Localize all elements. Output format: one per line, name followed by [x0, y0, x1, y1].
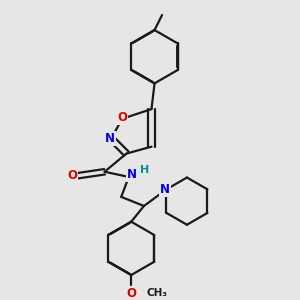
- Text: N: N: [127, 168, 137, 181]
- Text: O: O: [117, 111, 127, 124]
- Text: O: O: [126, 287, 136, 300]
- Text: N: N: [160, 183, 170, 196]
- Text: O: O: [68, 169, 77, 182]
- Text: N: N: [105, 132, 115, 145]
- Text: H: H: [140, 165, 149, 175]
- Text: CH₃: CH₃: [147, 288, 168, 298]
